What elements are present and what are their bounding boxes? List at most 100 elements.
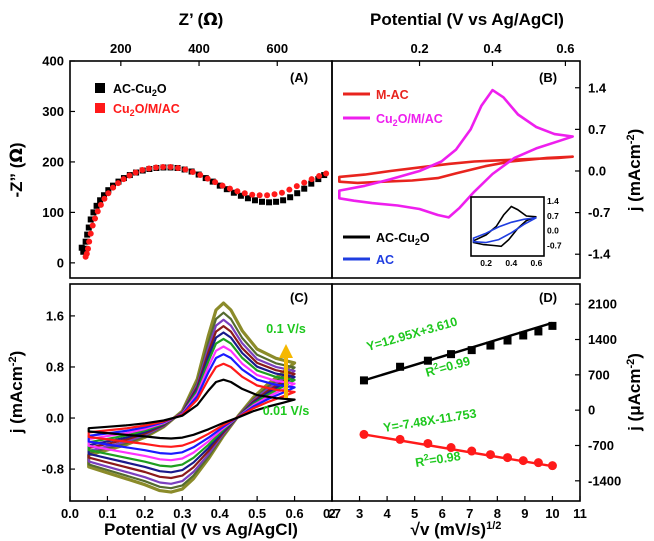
a-series-1-point-15 [132, 169, 139, 176]
a-series-1-point-11 [110, 184, 117, 191]
a-series-0-point-3 [82, 238, 89, 245]
d-series-1-point-1 [395, 434, 405, 444]
d-series-1-point-2 [423, 438, 433, 448]
legend-a-label-1: Cu2O/M/AC [113, 102, 180, 118]
d-series-1-point-6 [503, 453, 513, 463]
d-series-0-point-6 [503, 336, 512, 345]
d-series-0-point-3 [447, 350, 456, 359]
a-series-1-point-18 [153, 164, 160, 171]
a-series-1-point-34 [271, 191, 278, 198]
a-series-1-point-35 [278, 189, 285, 196]
panel-b-inset-data: 0.2 0.4 0.6 -0.7 0.0 0.7 1.4 [472, 196, 562, 268]
legend-a-marker-0 [95, 83, 105, 93]
a-series-1-point-33 [264, 192, 271, 199]
panel-c-y-ticks: -0.8 0.0 0.8 1.6 [42, 308, 75, 477]
a-series-0-point-6 [87, 216, 94, 223]
c-y-tick-label-3: 1.6 [46, 308, 64, 323]
a-series-1-point-24 [197, 172, 204, 179]
d-series-0-point-0 [359, 376, 368, 385]
a-y-tick-label-4: 400 [42, 54, 64, 69]
panel-b-inset-frame [470, 196, 545, 257]
a-series-1-point-8 [97, 201, 104, 208]
a-series-0-point-2 [81, 245, 88, 252]
panel-c-ylabel: j (mAcm-2) [7, 351, 26, 435]
d-x-tick-label-8: 10 [545, 506, 559, 521]
d-x-tick-label-2: 4 [383, 506, 391, 521]
b-inset-y-tick-label-3: 1.4 [547, 196, 559, 206]
d-y-tick-label-2: 0 [588, 403, 595, 418]
a-series-0-point-29 [223, 186, 230, 193]
panel-b-data [338, 88, 574, 219]
a-series-1-point-16 [139, 167, 146, 174]
b-curve-0 [338, 155, 574, 185]
panel-a-ylabel: -Z” (Ω) [7, 142, 27, 197]
d-y-tick-label-5: 2100 [588, 297, 617, 312]
c-x-tick-label-7: 0.7 [323, 506, 341, 521]
d-y-tick-label-1: -700 [588, 438, 614, 453]
panel-d-frame [331, 283, 581, 502]
a-series-0-point-34 [259, 198, 266, 205]
a-series-1-point-10 [105, 190, 112, 197]
d-series-1-point-7 [518, 456, 528, 466]
a-series-1-point-1 [83, 250, 90, 257]
a-series-1-point-25 [204, 175, 211, 182]
d-x-tick-label-0: 2 [328, 506, 335, 521]
a-series-1-point-27 [219, 182, 226, 189]
c-x-tick-label-6: 0.6 [286, 506, 304, 521]
a-x-tick-label-0: 200 [110, 41, 132, 56]
a-series-1-point-31 [249, 191, 256, 198]
panel-d-ylabel: j (μAcm-2) [625, 353, 644, 432]
a-series-0-point-33 [251, 197, 258, 204]
a-x-tick-label-1: 400 [188, 41, 210, 56]
a-series-1-point-17 [145, 165, 152, 172]
a-series-1-point-37 [293, 183, 300, 190]
a-series-1-point-20 [167, 163, 174, 170]
d-series-1-point-3 [446, 443, 456, 453]
b-y-tick-label-2: 0.0 [588, 163, 606, 178]
d-series-1-point-8 [533, 458, 543, 468]
b-y-tick-label-4: 1.4 [588, 80, 607, 95]
c-x-tick-label-4: 0.4 [211, 506, 230, 521]
a-series-0-point-42 [315, 176, 322, 183]
a-series-1-point-40 [316, 173, 323, 180]
a-series-0-point-7 [90, 209, 97, 216]
b-x-tick-label-2: 0.6 [556, 41, 574, 56]
panel-d-xlabel: √v (mV/s)1/2 [411, 520, 502, 539]
b-inset-y-tick-label-0: -0.7 [547, 240, 562, 250]
a-series-1-point-30 [241, 190, 248, 197]
c-y-tick-label-0: -0.8 [42, 462, 64, 477]
panel-b-label: (B) [539, 70, 557, 85]
panel-a-xlabel: Z’ (Ω) [179, 10, 224, 30]
c-curve-0 [87, 378, 296, 440]
scan-rate-arrow-head [279, 344, 293, 358]
b-y-tick-label-0: -1.4 [588, 247, 611, 262]
d-x-tick-label-7: 9 [521, 506, 528, 521]
legend-b-label-3: AC [376, 253, 394, 267]
panel-c: (C) Potential (V vs Ag/AgCl) j (mAcm-2) … [7, 283, 341, 539]
d-y-tick-label-0: -1400 [588, 473, 621, 488]
panel-b-x-ticks: 0.2 0.4 0.6 [410, 41, 574, 66]
a-series-1-point-13 [120, 176, 127, 183]
a-series-0-point-39 [294, 190, 301, 197]
c-x-tick-label-5: 0.5 [248, 506, 266, 521]
c-x-tick-label-0: 0.0 [61, 506, 79, 521]
a-series-1-point-41 [323, 170, 330, 177]
panel-c-data [87, 301, 297, 494]
a-series-1-point-3 [86, 238, 93, 245]
d-series-0-point-9 [548, 321, 557, 330]
a-series-1-point-5 [89, 222, 96, 229]
a-series-0-point-41 [308, 180, 315, 187]
scan-rate-bottom-label: 0.01 V/s [263, 404, 310, 418]
d-x-tick-label-4: 6 [439, 506, 446, 521]
a-series-0-point-4 [84, 231, 91, 238]
panel-c-xlabel: Potential (V vs Ag/AgCl) [104, 520, 298, 539]
d-series-0-point-2 [423, 356, 432, 365]
fit-equation-cathodic: Y=-7.48X-11.753 [382, 406, 477, 435]
b-inset-y-tick-label-1: 0.0 [547, 226, 559, 236]
a-series-0-point-8 [93, 202, 100, 209]
legend-b-label-1: Cu2O/M/AC [376, 112, 443, 128]
b-inset-y-tick-label-2: 0.7 [547, 211, 559, 221]
panel-d-label: (D) [539, 290, 557, 305]
a-series-1-point-19 [160, 163, 167, 170]
